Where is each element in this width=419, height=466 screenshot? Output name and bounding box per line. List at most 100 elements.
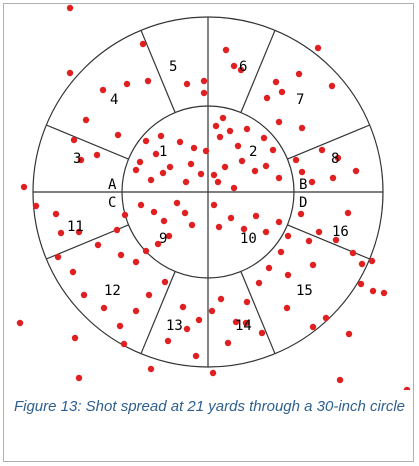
pellet-hole	[82, 116, 90, 124]
pellet-hole	[166, 163, 174, 171]
pellet-hole	[309, 323, 317, 331]
pellet-hole	[154, 240, 162, 248]
shot-pattern-diagram: 1 2 3 4 5 6 7 8 9 10 11 12 13 14 15 16 A…	[16, 4, 411, 390]
pellet-hole	[152, 150, 160, 158]
ring-divider-line	[240, 30, 276, 113]
pellet-hole	[197, 170, 205, 178]
pellet-hole	[314, 44, 322, 52]
pellet-hole	[315, 228, 323, 236]
pellet-hole	[71, 334, 79, 342]
pellet-hole	[183, 80, 191, 88]
pellet-hole	[240, 225, 248, 233]
zone-label-6: 6	[239, 59, 247, 75]
pellet-hole	[117, 251, 125, 259]
pellet-hole	[232, 318, 240, 326]
pellet-hole	[75, 374, 83, 382]
pellet-hole	[243, 298, 251, 306]
pellet-hole	[298, 124, 306, 132]
pellet-hole	[221, 163, 229, 171]
pellet-hole	[121, 211, 129, 219]
pellet-hole	[181, 209, 189, 217]
pellet-hole	[258, 329, 266, 337]
pellet-hole	[208, 307, 216, 315]
pellet-hole	[308, 178, 316, 186]
pellet-hole	[298, 168, 306, 176]
pellet-hole	[336, 376, 344, 384]
pellet-hole	[283, 304, 291, 312]
pellet-hole	[32, 202, 40, 210]
pellet-hole	[94, 241, 102, 249]
pellet-hole	[212, 122, 220, 130]
pellet-hole	[150, 208, 158, 216]
pellet-hole	[251, 167, 259, 175]
pellet-hole	[123, 80, 131, 88]
pellet-hole	[52, 210, 60, 218]
pellet-hole	[238, 157, 246, 165]
zone-label-13: 13	[166, 318, 183, 334]
pellet-hole	[262, 162, 270, 170]
ring-divider-line	[287, 224, 370, 260]
pellet-hole	[295, 70, 303, 78]
pellet-hole	[16, 319, 24, 327]
pellet-hole	[159, 169, 167, 177]
pellet-hole	[75, 228, 83, 236]
zone-label-11: 11	[67, 219, 84, 235]
pellet-hole	[215, 223, 223, 231]
pellet-hole	[322, 314, 330, 322]
quadrant-label-c: C	[108, 195, 116, 211]
pellet-hole	[188, 221, 196, 229]
pellet-hole	[224, 339, 232, 347]
pellet-hole	[328, 82, 336, 90]
pellet-hole	[255, 279, 263, 287]
pellet-hole	[200, 89, 208, 97]
zone-label-3: 3	[73, 151, 81, 167]
pellet-hole	[157, 132, 165, 140]
ring-divider-line	[140, 30, 176, 113]
quadrant-label-b: B	[299, 177, 307, 193]
zone-label-8: 8	[331, 151, 339, 167]
pellet-hole	[284, 271, 292, 279]
pellet-hole	[297, 210, 305, 218]
pellet-hole	[190, 144, 198, 152]
pellet-hole	[57, 229, 65, 237]
pellet-hole	[147, 176, 155, 184]
zone-label-2: 2	[249, 144, 257, 160]
pellet-hole	[219, 114, 227, 122]
quadrant-label-d: D	[299, 195, 307, 211]
pellet-hole	[369, 287, 377, 295]
pellet-hole	[187, 160, 195, 168]
zone-label-12: 12	[104, 283, 121, 299]
zone-label-14: 14	[235, 318, 252, 334]
pellet-hole	[147, 365, 155, 373]
pellet-hole	[292, 156, 300, 164]
pellet-hole	[309, 261, 317, 269]
pellet-hole	[226, 127, 234, 135]
pellet-hole	[210, 171, 218, 179]
pellet-hole	[216, 133, 224, 141]
pellet-hole	[132, 166, 140, 174]
pellet-hole	[227, 214, 235, 222]
zone-label-4: 4	[110, 92, 118, 108]
pellet-hole	[214, 178, 222, 186]
pellet-hole	[357, 280, 365, 288]
pellet-hole	[114, 131, 122, 139]
pellet-hole	[368, 257, 376, 265]
pellet-hole	[144, 77, 152, 85]
pellet-hole	[69, 268, 77, 276]
pellet-hole	[242, 319, 250, 327]
pellet-hole	[380, 289, 388, 297]
pellet-hole	[318, 146, 326, 154]
pellet-hole	[77, 156, 85, 164]
pellet-hole	[305, 237, 313, 245]
pellet-hole	[260, 134, 268, 142]
pellet-hole	[200, 77, 208, 85]
pellet-hole	[70, 136, 78, 144]
pellet-hole	[145, 291, 153, 299]
pellet-hole	[332, 236, 340, 244]
pellet-hole	[349, 249, 357, 257]
pellet-hole	[230, 62, 238, 70]
ring-divider-line	[240, 271, 276, 354]
pellet-hole	[66, 4, 74, 12]
zone-label-7: 7	[296, 92, 304, 108]
pellet-hole	[164, 337, 172, 345]
